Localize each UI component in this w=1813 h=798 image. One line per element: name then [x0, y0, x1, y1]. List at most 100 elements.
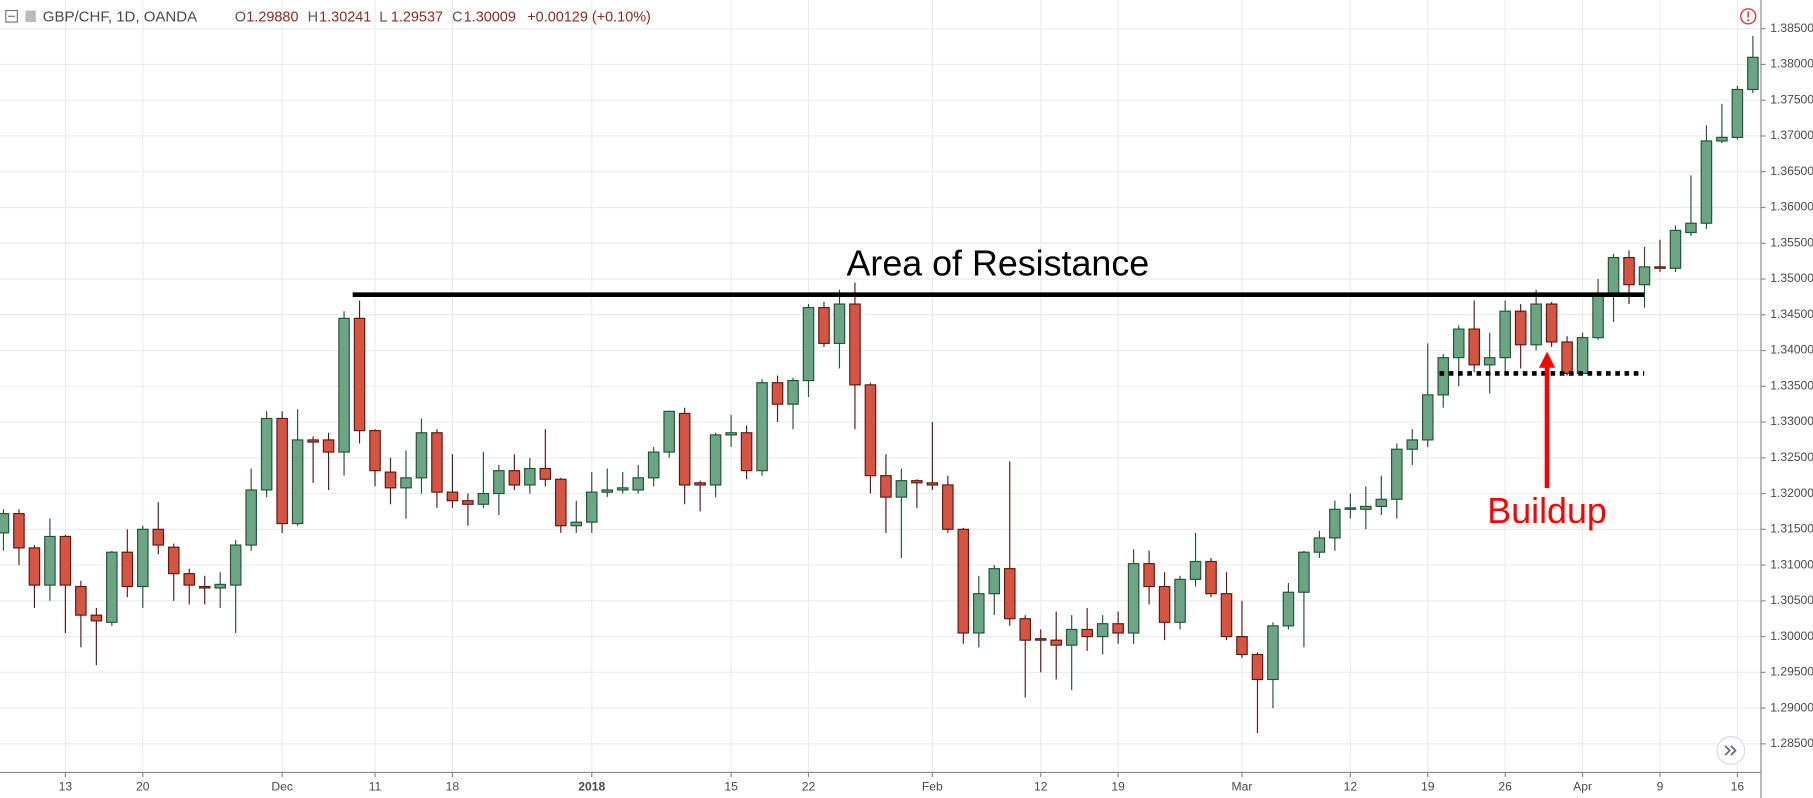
- candle-body: [1700, 140, 1713, 224]
- candle-body: [678, 412, 691, 486]
- candle-body: [214, 583, 226, 589]
- candle-body: [632, 477, 644, 491]
- y-tick-label: 1.36000: [1770, 200, 1813, 214]
- candle-body: [1034, 638, 1047, 641]
- candle-body: [1669, 229, 1682, 269]
- candle-body: [1391, 448, 1403, 500]
- candle-body: [740, 432, 753, 472]
- candle-body: [1236, 636, 1248, 656]
- collapse-icon[interactable]: [5, 9, 18, 23]
- candle-body: [833, 303, 846, 344]
- candle-body: [1654, 266, 1666, 269]
- candle-body: [1607, 256, 1620, 294]
- candle-body: [725, 432, 737, 436]
- candle-body: [446, 491, 459, 502]
- alert-icon[interactable]: [1740, 8, 1757, 25]
- candle-body: [1096, 623, 1109, 638]
- y-tick-label: 1.30500: [1770, 593, 1813, 607]
- y-tick-label: 1.32500: [1770, 450, 1813, 464]
- ohlc-label: H: [308, 9, 318, 25]
- candle-body: [13, 513, 25, 549]
- y-tick-label: 1.31500: [1770, 522, 1813, 536]
- candle-body: [1174, 578, 1186, 623]
- header: GBP/CHF, 1D, OANDA O 1.29880 H 1.30241 L 1.295…: [43, 8, 651, 25]
- candle-body: [0, 513, 10, 534]
- candle-body: [1452, 328, 1465, 359]
- y-tick-label: 1.37500: [1770, 92, 1813, 106]
- candle-body: [1360, 505, 1372, 510]
- candle-body: [585, 491, 598, 523]
- candle-body: [1158, 585, 1171, 623]
- candle-body: [1716, 136, 1728, 142]
- candle-body: [973, 593, 985, 634]
- candle-body: [647, 451, 660, 479]
- y-tick-label: 1.34000: [1770, 343, 1813, 357]
- alert-dot: [1747, 19, 1750, 22]
- candle-body: [988, 568, 1001, 595]
- candle-body: [818, 307, 830, 344]
- scroll-arrows: [1724, 745, 1737, 756]
- candle-body: [121, 551, 134, 588]
- candle-body: [477, 492, 490, 505]
- candle-body: [1406, 439, 1419, 450]
- y-tick-label: 1.36500: [1770, 164, 1813, 178]
- x-tick-label: 11: [369, 780, 382, 794]
- symbol: GBP/CHF, 1D, OANDA: [43, 8, 197, 25]
- candle-body: [338, 317, 350, 453]
- candle-body: [849, 303, 861, 386]
- candle-body: [1499, 310, 1511, 359]
- candle-body: [1127, 563, 1140, 634]
- y-tick-label: 1.35000: [1770, 271, 1813, 285]
- candle-body: [353, 317, 366, 432]
- candle-body: [260, 417, 273, 491]
- scroll-button[interactable]: [1716, 736, 1746, 765]
- arrow-head: [1538, 351, 1556, 368]
- resistance-label: Area of Resistance: [846, 244, 1149, 284]
- candle-body: [1638, 266, 1651, 286]
- candle-body: [895, 480, 908, 498]
- axes: 1.28500 1.29000 1.29500 1.30000 1.30500 1.310…: [59, 21, 1813, 794]
- candle-body: [1189, 560, 1202, 580]
- candle-body: [307, 439, 319, 443]
- candle-body: [1468, 328, 1480, 366]
- y-tick-label: 1.33000: [1770, 414, 1813, 428]
- candle-body: [1483, 357, 1496, 366]
- y-tick-label: 1.30000: [1770, 629, 1813, 643]
- candles: [0, 35, 1759, 734]
- symbol-icon: [25, 10, 36, 23]
- candle-body: [1375, 498, 1388, 508]
- candle-body: [771, 382, 784, 405]
- candle-body: [1019, 618, 1032, 641]
- ohlc-value: 1.30009: [464, 9, 516, 25]
- candle-body: [1298, 551, 1310, 593]
- candle-body: [1081, 628, 1093, 638]
- alert-circle[interactable]: [1740, 8, 1757, 25]
- candle-body: [198, 585, 211, 589]
- candle-body: [1561, 341, 1573, 374]
- candle-body: [1623, 256, 1635, 286]
- candle-body: [1545, 303, 1558, 343]
- candle-body: [1731, 88, 1744, 138]
- candle-body: [539, 467, 552, 480]
- header-icon[interactable]: [5, 9, 36, 23]
- x-tick-label: 15: [724, 780, 738, 794]
- x-tick-label: Dec: [271, 780, 293, 794]
- candle-body: [1344, 507, 1357, 510]
- y-tick-label: 1.34500: [1770, 307, 1813, 321]
- y-tick-label: 1.38000: [1770, 57, 1813, 71]
- candle-body: [28, 547, 41, 586]
- annotations: Area of Resistance Buildup: [352, 244, 1645, 531]
- candle-body: [462, 500, 474, 505]
- grid: [0, 0, 1761, 773]
- candle-body: [1282, 591, 1295, 627]
- candle-body: [570, 521, 583, 527]
- x-tick-label: 12: [1034, 780, 1048, 794]
- x-tick-label: 20: [136, 780, 150, 794]
- candle-body: [59, 535, 72, 586]
- candle-body: [152, 528, 165, 546]
- candle-body: [276, 417, 288, 525]
- candle-body: [137, 528, 149, 588]
- candle-body: [616, 487, 629, 491]
- candle-body: [75, 585, 87, 616]
- candle-body: [524, 467, 536, 486]
